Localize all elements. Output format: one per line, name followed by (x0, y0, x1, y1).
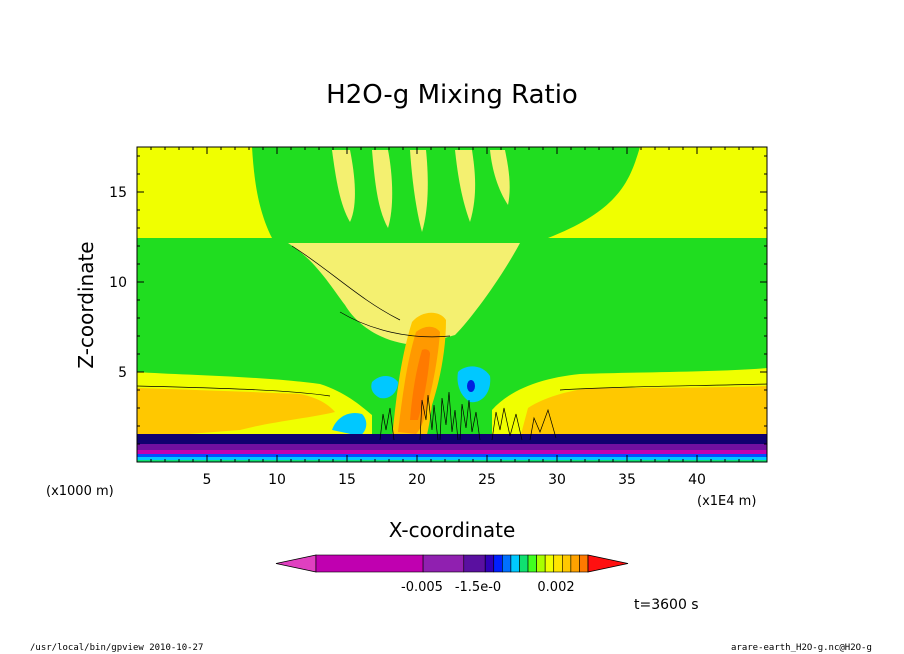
colorbar (275, 554, 629, 573)
x-tick-label: 20 (408, 472, 426, 488)
cyan-pocket-left (332, 412, 367, 436)
colorbar-segment (510, 554, 520, 573)
colorbar-segment (502, 554, 512, 573)
colorbar-label: -1.5e-0 (455, 580, 501, 595)
colorbar-label: -0.005 (401, 580, 443, 595)
x-axis-label: X-coordinate (389, 518, 516, 542)
colorbar-segment (493, 554, 503, 573)
y-axis-label: Z-coordinate (74, 241, 98, 368)
y-axis: 5 10 15 (109, 155, 767, 445)
upper-left-yellow-lobe (137, 147, 272, 238)
plot-area (136, 146, 768, 463)
footer-right: arare-earth_H2O-g.nc@H2O-g (731, 643, 872, 653)
y-tick-label: 15 (109, 185, 127, 201)
x-tick-label: 10 (268, 472, 286, 488)
time-label: t=3600 s (634, 597, 699, 613)
plume-streak-3 (410, 150, 428, 232)
x-tick-label: 5 (203, 472, 212, 488)
x-units-left: (x1000 m) (46, 484, 114, 499)
turbulent-contours (136, 245, 768, 441)
colorbar-segment (536, 554, 546, 573)
x-units-right: (x1E4 m) (697, 494, 756, 509)
convective-column-core (410, 349, 430, 420)
colorbar-segment (570, 554, 580, 573)
x-tick-label: 15 (338, 472, 356, 488)
footer-left: /usr/local/bin/gpview 2010-10-27 (30, 643, 204, 653)
plume-streak-1 (332, 150, 355, 222)
colorbar-segment (484, 554, 495, 573)
surface-band-cyan (137, 457, 767, 460)
x-tick-label: 30 (548, 472, 566, 488)
surface-band-purple (137, 444, 767, 450)
plume-streak-4 (455, 150, 476, 222)
y-tick-label: 5 (118, 365, 127, 381)
surface-band-blue (137, 454, 767, 457)
blue-pocket (467, 380, 475, 392)
colorbar-segment (579, 554, 589, 573)
colorbar-ticks: -0.005 -1.5e-0 0.002 (401, 580, 575, 595)
colorbar-min-arrow (275, 554, 317, 573)
gold-band-right (520, 386, 767, 438)
surface-band-violet (137, 450, 767, 454)
plume-streak-2 (372, 150, 393, 228)
colorbar-max-arrow (587, 554, 629, 573)
x-tick-label: 40 (688, 472, 706, 488)
chart-title: H2O-g Mixing Ratio (326, 80, 578, 110)
colorbar-segment (315, 554, 424, 573)
cyan-pocket-center (371, 376, 398, 399)
surface-band-navy (137, 434, 767, 444)
y-tick-label: 10 (109, 275, 127, 291)
x-axis: 5 10 15 20 25 30 35 40 (150, 147, 754, 488)
colorbar-segment (527, 554, 537, 573)
plume-streak-5 (490, 150, 510, 205)
colorbar-segment (422, 554, 465, 573)
colorbar-segment (463, 554, 486, 573)
x-tick-label: 35 (618, 472, 636, 488)
x-tick-label: 25 (478, 472, 496, 488)
surface-band-green (137, 460, 767, 462)
upper-right-yellow-lobe (548, 147, 767, 238)
colorbar-segment (544, 554, 555, 573)
colorbar-segment (519, 554, 529, 573)
gold-band-left (137, 388, 335, 438)
colorbar-segment (561, 554, 572, 573)
plot-frame (136, 146, 768, 463)
colorbar-label: 0.002 (537, 580, 574, 595)
mid-yellow-bell (288, 243, 520, 345)
colorbar-segment (553, 554, 563, 573)
